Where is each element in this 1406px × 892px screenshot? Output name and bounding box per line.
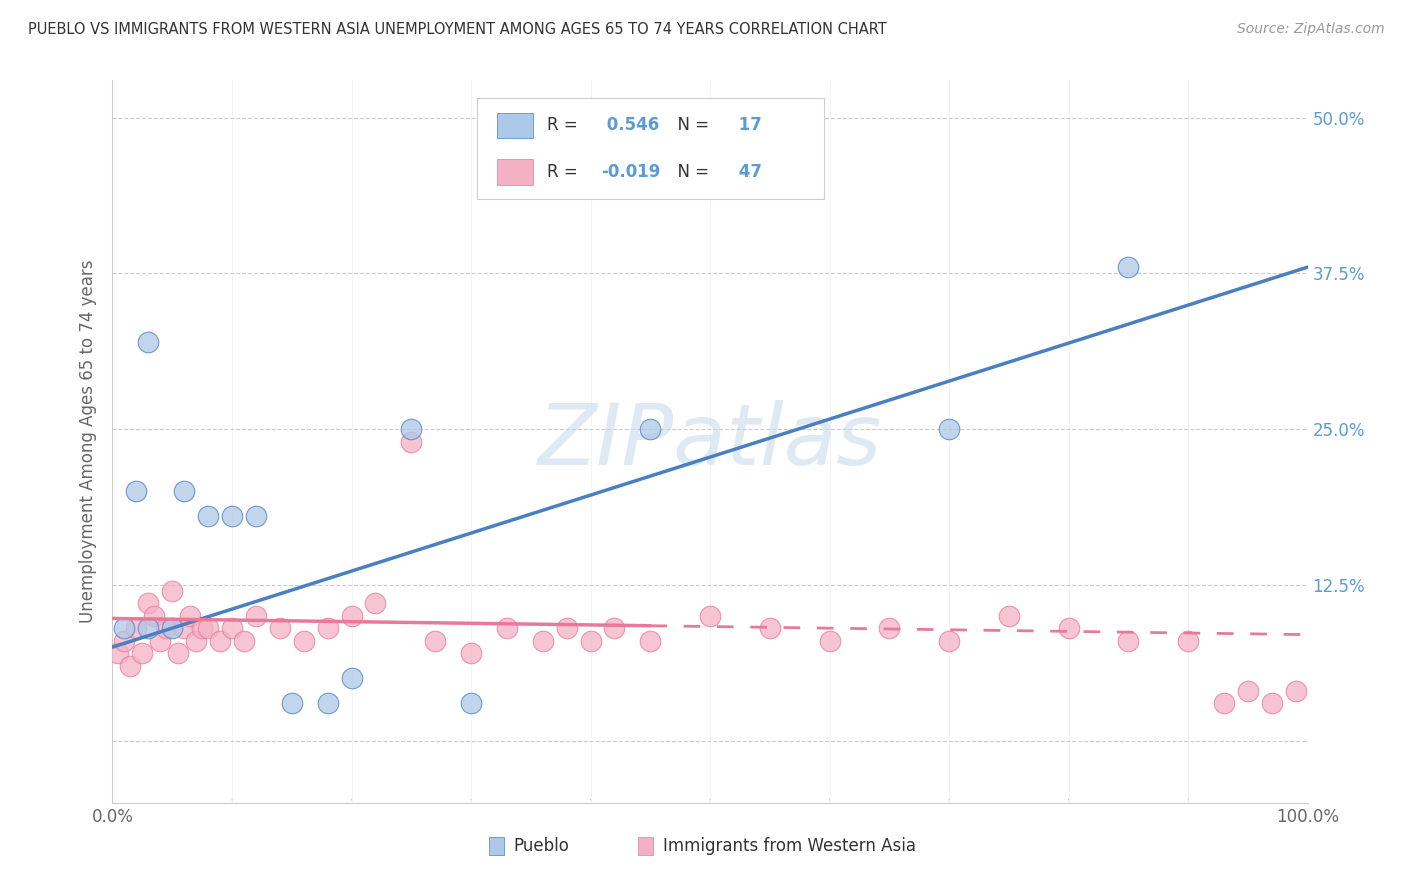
Point [155, 621, 177, 635]
Point [197, 621, 219, 635]
Text: Immigrants from Western Asia: Immigrants from Western Asia [662, 838, 915, 855]
Point [998, 609, 1021, 624]
Point [425, 633, 447, 648]
FancyBboxPatch shape [477, 98, 824, 200]
Point [221, 509, 243, 524]
Point [233, 633, 256, 648]
Point [1118, 633, 1140, 648]
Point [162, 621, 183, 635]
Text: Pueblo: Pueblo [513, 838, 569, 855]
Point [640, 633, 662, 648]
Point [364, 597, 387, 611]
Point [209, 633, 232, 648]
Text: N =: N = [666, 117, 714, 135]
Point [579, 633, 602, 648]
Point [401, 422, 423, 436]
Point [460, 646, 482, 660]
Point [1261, 696, 1284, 710]
Point [938, 422, 960, 436]
Point [138, 334, 160, 349]
Bar [489, 837, 503, 855]
Point [496, 621, 519, 635]
Point [114, 633, 135, 648]
Point [221, 621, 243, 635]
Point [292, 633, 315, 648]
Point [173, 484, 195, 499]
Text: PUEBLO VS IMMIGRANTS FROM WESTERN ASIA UNEMPLOYMENT AMONG AGES 65 TO 74 YEARS CO: PUEBLO VS IMMIGRANTS FROM WESTERN ASIA U… [28, 22, 887, 37]
Point [1118, 260, 1140, 274]
Point [197, 509, 219, 524]
Point [191, 621, 214, 635]
Point [138, 621, 160, 635]
Point [1177, 633, 1199, 648]
Point [269, 621, 291, 635]
Point [120, 658, 142, 673]
Point [938, 633, 960, 648]
Point [114, 621, 135, 635]
Point [531, 633, 554, 648]
Point [173, 621, 195, 635]
Bar [498, 112, 533, 138]
Text: 0.546: 0.546 [602, 117, 659, 135]
Text: ZIPatlas: ZIPatlas [538, 400, 882, 483]
Text: R =: R = [547, 163, 583, 181]
Y-axis label: Unemployment Among Ages 65 to 74 years: Unemployment Among Ages 65 to 74 years [79, 260, 97, 624]
Text: 47: 47 [733, 163, 762, 181]
Point [125, 484, 148, 499]
Text: N =: N = [666, 163, 714, 181]
Point [1285, 683, 1308, 698]
Point [167, 646, 190, 660]
Point [401, 434, 423, 449]
Point [699, 609, 721, 624]
Text: 17: 17 [733, 117, 762, 135]
Point [162, 584, 183, 599]
Point [316, 621, 339, 635]
Point [143, 609, 166, 624]
Point [245, 509, 267, 524]
Point [245, 609, 267, 624]
Point [879, 621, 901, 635]
Point [179, 609, 201, 624]
Point [149, 633, 172, 648]
Point [138, 597, 160, 611]
Point [186, 633, 208, 648]
Point [1237, 683, 1260, 698]
Point [603, 621, 626, 635]
Text: Source: ZipAtlas.com: Source: ZipAtlas.com [1237, 22, 1385, 37]
Point [818, 633, 841, 648]
Bar [498, 160, 533, 186]
Point [340, 609, 363, 624]
Point [281, 696, 304, 710]
Point [759, 621, 782, 635]
Bar [638, 837, 654, 855]
Point [316, 696, 339, 710]
Point [1057, 621, 1080, 635]
Point [460, 696, 482, 710]
Text: R =: R = [547, 117, 583, 135]
Point [555, 621, 578, 635]
Text: -0.019: -0.019 [602, 163, 661, 181]
Point [640, 422, 662, 436]
Point [107, 646, 129, 660]
Point [340, 671, 363, 685]
Point [1213, 696, 1236, 710]
Point [125, 621, 148, 635]
Point [131, 646, 153, 660]
